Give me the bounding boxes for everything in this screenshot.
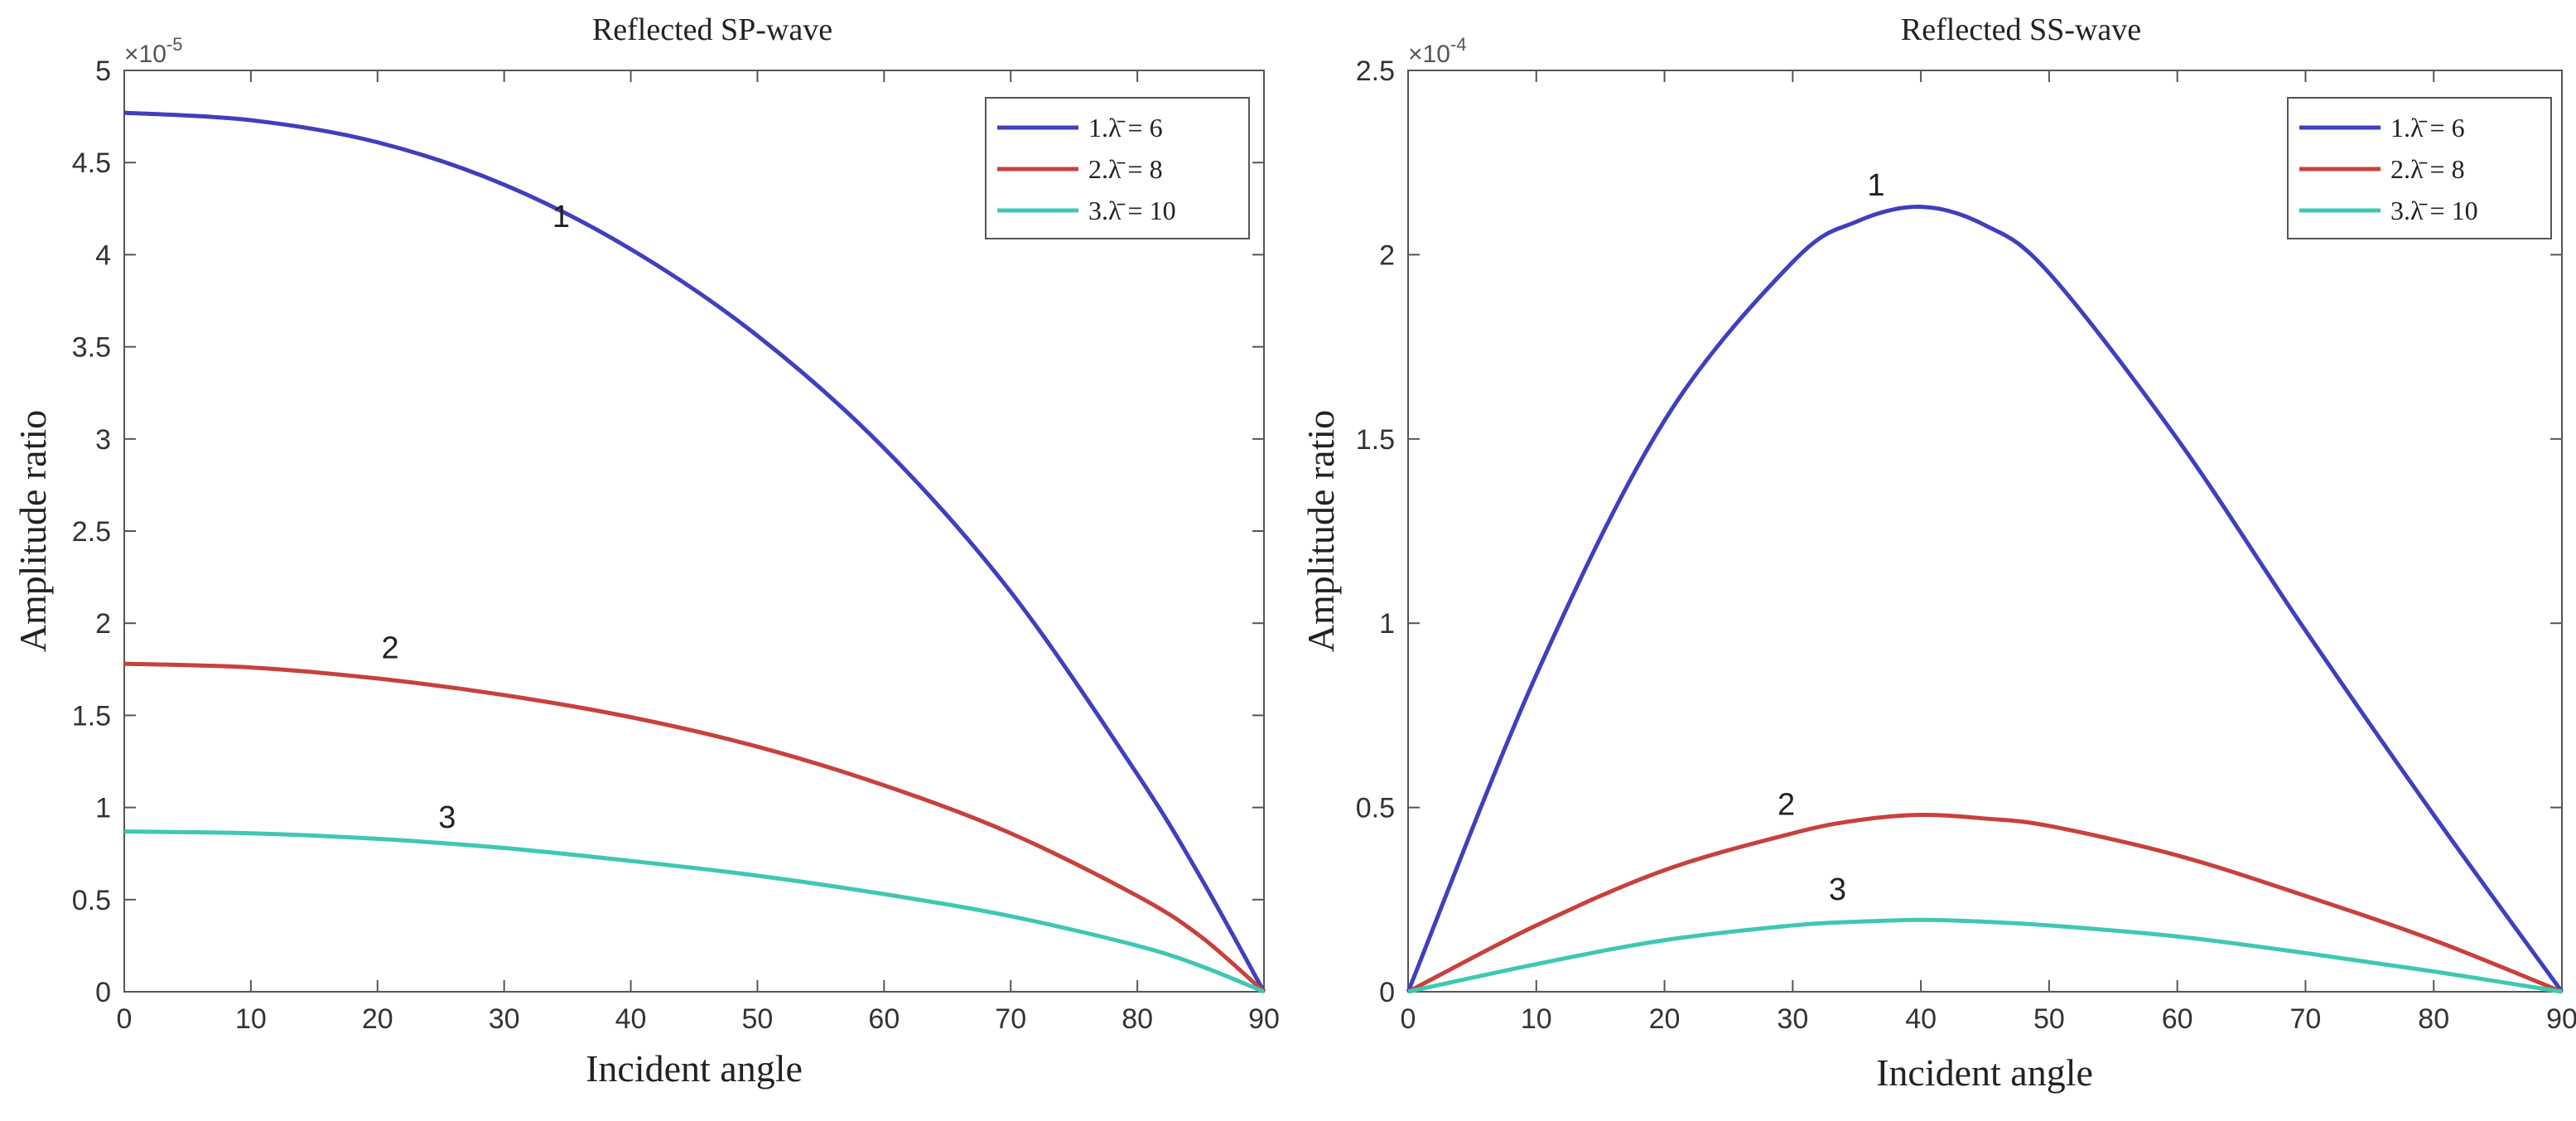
x-tick-label: 40	[1905, 1003, 1937, 1035]
y-tick-label: 0	[1379, 977, 1395, 1008]
y-tick-label: 1.5	[72, 700, 111, 732]
x-tick-label: 90	[1248, 1003, 1280, 1035]
x-tick-label: 60	[868, 1003, 900, 1035]
y-tick-label: 0	[95, 977, 111, 1008]
curve-label-3: 3	[1829, 872, 1846, 907]
y-tick-label: 1	[1379, 608, 1395, 640]
y-tick-label: 4	[95, 239, 111, 271]
series-line-1	[123, 110, 1266, 993]
x-tick-label: 40	[615, 1003, 647, 1035]
y-exponent-power: -4	[1450, 34, 1467, 55]
curve-label-2: 2	[381, 631, 398, 665]
y-tick-label: 3	[95, 424, 111, 456]
legend-box	[2287, 97, 2552, 239]
x-tick-label: 70	[995, 1003, 1026, 1035]
curve-annotations: 1 2 3	[1778, 168, 1884, 907]
x-tick-label: 50	[2033, 1003, 2065, 1035]
x-tick-label: 50	[742, 1003, 774, 1035]
y-exponent-base: ×10	[124, 41, 166, 68]
y-tick-label: 2	[1379, 239, 1395, 271]
curve-label-1: 1	[552, 200, 570, 234]
legend: 1.λ̄ = 6 2.λ̄ = 8 3.λ̄ = 10	[2287, 97, 2552, 239]
y-tick-label: 2	[95, 608, 111, 640]
axis-ticks: 0 10 20 30 40 50 60 70 80 90 0 0.5 1 1.5 2 2.5	[1356, 56, 2576, 1035]
x-tick-label: 90	[2546, 1003, 2576, 1035]
y-tick-label: 1	[95, 793, 111, 824]
y-axis-label: Amplitude ratio	[1300, 410, 1342, 653]
series-line-3	[1407, 917, 2563, 994]
y-tick-label: 3.5	[72, 332, 111, 364]
x-tick-label: 0	[1401, 1003, 1416, 1035]
y-exponent-label: ×10-5	[124, 34, 182, 68]
series-lines	[123, 110, 1266, 994]
curve-label-3: 3	[438, 800, 456, 835]
chart-title: Reflected SP-wave	[592, 12, 832, 47]
legend-entry-label: 3.λ̄ = 10	[1088, 196, 1176, 225]
series-line-1	[1406, 205, 2564, 993]
x-tick-label: 30	[489, 1003, 520, 1035]
x-tick-label: 60	[2162, 1003, 2193, 1035]
curve-label-1: 1	[1867, 168, 1884, 203]
y-tick-label: 2.5	[1356, 56, 1395, 87]
legend: 1.λ̄ = 6 2.λ̄ = 8 3.λ̄ = 10	[985, 97, 1250, 239]
x-axis-label: Incident angle	[1876, 1051, 2093, 1094]
y-tick-label: 0.5	[72, 885, 111, 916]
x-tick-label: 20	[362, 1003, 393, 1035]
y-tick-label: 0.5	[1356, 793, 1395, 824]
legend-entry-label: 2.λ̄ = 8	[2390, 154, 2465, 184]
y-exponent-base: ×10	[1408, 41, 1450, 68]
y-axis-label: Amplitude ratio	[12, 410, 54, 653]
chart-title: Reflected SS-wave	[1901, 12, 2141, 47]
series-lines	[1406, 205, 2564, 994]
x-tick-label: 80	[1122, 1003, 1153, 1035]
y-tick-label: 2.5	[72, 516, 111, 548]
axis-ticks: 0 10 20 30 40 50 60 70 80 90 0 0.5 1 1.5 2 2.5 3 3.5 4 4.5 5	[72, 56, 1280, 1035]
x-tick-label: 30	[1777, 1003, 1808, 1035]
series-line-3	[123, 829, 1265, 994]
y-exponent-label: ×10-4	[1408, 34, 1466, 68]
series-line-2	[123, 661, 1266, 993]
x-tick-label: 20	[1649, 1003, 1681, 1035]
x-tick-label: 70	[2290, 1003, 2322, 1035]
panel-ss-wave: Reflected SS-wave ×10-4 0 10 20 30 40 50 60 70 8…	[1300, 12, 2576, 1094]
series-line-2	[1406, 812, 2563, 994]
curve-label-2: 2	[1778, 787, 1795, 822]
legend-entry-label: 1.λ̄ = 6	[2390, 113, 2465, 143]
legend-entry-label: 3.λ̄ = 10	[2390, 196, 2478, 225]
curve-annotations: 1 2 3	[381, 200, 570, 835]
y-tick-label: 5	[95, 56, 111, 87]
x-tick-label: 80	[2418, 1003, 2449, 1035]
x-tick-label: 10	[1521, 1003, 1552, 1035]
legend-entry-label: 2.λ̄ = 8	[1088, 154, 1163, 184]
y-exponent-power: -5	[166, 34, 183, 55]
panel-sp-wave: Reflected SP-wave ×10-5 0 10 20 30 40 50 60 70 8…	[12, 12, 1280, 1090]
x-axis-label: Incident angle	[586, 1047, 803, 1090]
x-tick-label: 0	[117, 1003, 133, 1035]
legend-entry-label: 1.λ̄ = 6	[1088, 113, 1163, 143]
y-tick-label: 4.5	[72, 147, 111, 179]
y-tick-label: 1.5	[1356, 424, 1395, 456]
x-tick-label: 10	[235, 1003, 267, 1035]
